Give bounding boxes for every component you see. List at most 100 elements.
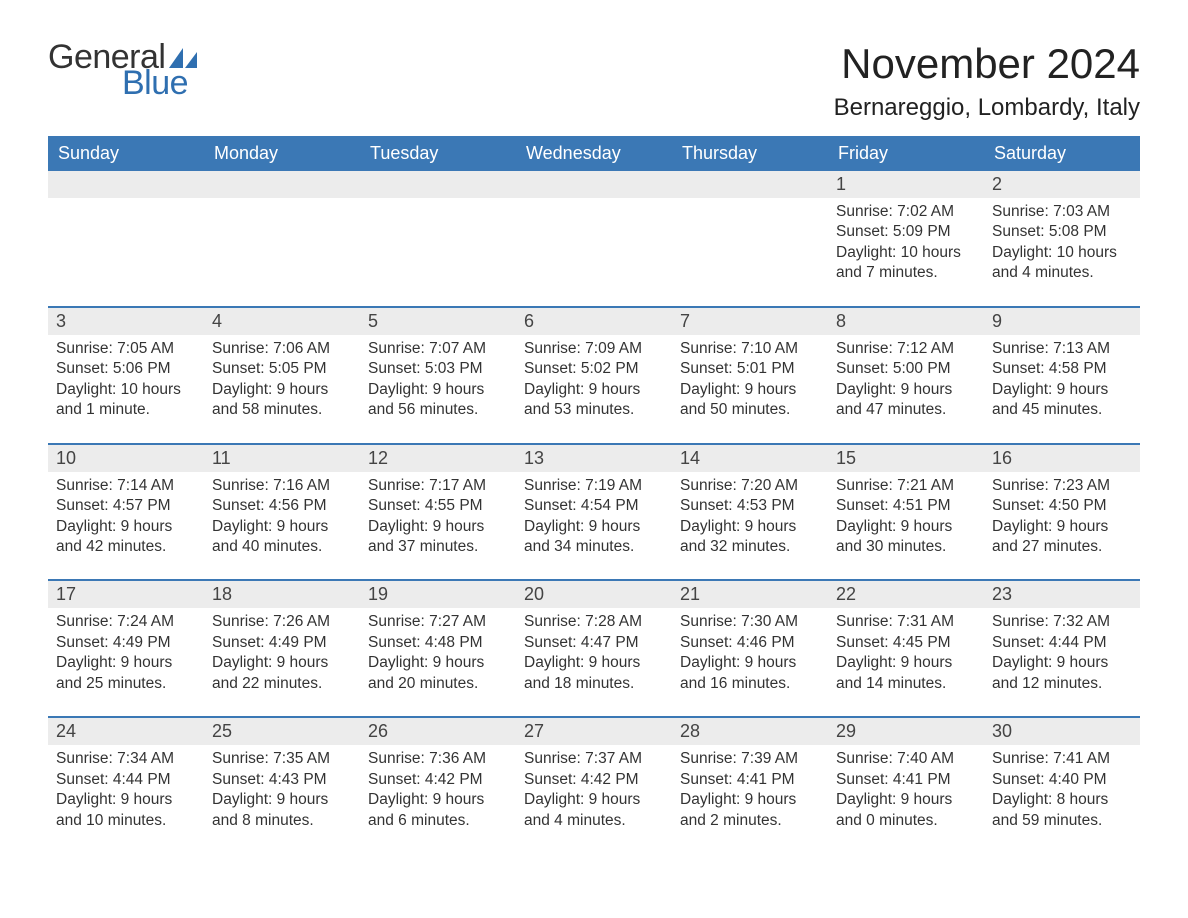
- daylight-text: Daylight: 9 hours and 16 minutes.: [680, 653, 820, 694]
- calendar-cell: 13Sunrise: 7:19 AMSunset: 4:54 PMDayligh…: [516, 445, 672, 564]
- sunrise-text: Sunrise: 7:40 AM: [836, 749, 976, 769]
- calendar-cell-blank: [672, 171, 828, 290]
- sunset-text: Sunset: 4:42 PM: [524, 770, 664, 790]
- calendar-cell: 17Sunrise: 7:24 AMSunset: 4:49 PMDayligh…: [48, 581, 204, 700]
- day-details: Sunrise: 7:31 AMSunset: 4:45 PMDaylight:…: [828, 608, 984, 700]
- calendar-cell: 7Sunrise: 7:10 AMSunset: 5:01 PMDaylight…: [672, 308, 828, 427]
- day-number: 15: [828, 445, 984, 472]
- weekday-header: Saturday: [984, 136, 1140, 171]
- day-details: Sunrise: 7:20 AMSunset: 4:53 PMDaylight:…: [672, 472, 828, 564]
- day-details: Sunrise: 7:28 AMSunset: 4:47 PMDaylight:…: [516, 608, 672, 700]
- calendar-cell-blank: [516, 171, 672, 290]
- sunrise-text: Sunrise: 7:12 AM: [836, 339, 976, 359]
- sunrise-text: Sunrise: 7:36 AM: [368, 749, 508, 769]
- daylight-text: Daylight: 10 hours and 7 minutes.: [836, 243, 976, 284]
- sunset-text: Sunset: 4:50 PM: [992, 496, 1132, 516]
- day-number: 28: [672, 718, 828, 745]
- day-details: Sunrise: 7:07 AMSunset: 5:03 PMDaylight:…: [360, 335, 516, 427]
- sunrise-text: Sunrise: 7:34 AM: [56, 749, 196, 769]
- day-number: 22: [828, 581, 984, 608]
- day-details: Sunrise: 7:41 AMSunset: 4:40 PMDaylight:…: [984, 745, 1140, 837]
- weekday-header: Sunday: [48, 136, 204, 171]
- sunrise-text: Sunrise: 7:24 AM: [56, 612, 196, 632]
- day-details: Sunrise: 7:06 AMSunset: 5:05 PMDaylight:…: [204, 335, 360, 427]
- calendar-cell: 9Sunrise: 7:13 AMSunset: 4:58 PMDaylight…: [984, 308, 1140, 427]
- day-number: [516, 171, 672, 198]
- calendar-week: 10Sunrise: 7:14 AMSunset: 4:57 PMDayligh…: [48, 443, 1140, 564]
- sunset-text: Sunset: 4:49 PM: [56, 633, 196, 653]
- calendar-cell: 25Sunrise: 7:35 AMSunset: 4:43 PMDayligh…: [204, 718, 360, 837]
- sunset-text: Sunset: 4:43 PM: [212, 770, 352, 790]
- calendar: SundayMondayTuesdayWednesdayThursdayFrid…: [48, 136, 1140, 837]
- daylight-text: Daylight: 9 hours and 4 minutes.: [524, 790, 664, 831]
- sunset-text: Sunset: 4:53 PM: [680, 496, 820, 516]
- sunrise-text: Sunrise: 7:39 AM: [680, 749, 820, 769]
- daylight-text: Daylight: 9 hours and 20 minutes.: [368, 653, 508, 694]
- sunset-text: Sunset: 4:56 PM: [212, 496, 352, 516]
- sunset-text: Sunset: 4:40 PM: [992, 770, 1132, 790]
- daylight-text: Daylight: 9 hours and 2 minutes.: [680, 790, 820, 831]
- day-number: [204, 171, 360, 198]
- daylight-text: Daylight: 9 hours and 56 minutes.: [368, 380, 508, 421]
- sunrise-text: Sunrise: 7:14 AM: [56, 476, 196, 496]
- sunset-text: Sunset: 4:46 PM: [680, 633, 820, 653]
- sunrise-text: Sunrise: 7:32 AM: [992, 612, 1132, 632]
- calendar-cell-blank: [360, 171, 516, 290]
- calendar-cell: 6Sunrise: 7:09 AMSunset: 5:02 PMDaylight…: [516, 308, 672, 427]
- calendar-cell: 18Sunrise: 7:26 AMSunset: 4:49 PMDayligh…: [204, 581, 360, 700]
- calendar-cell: 4Sunrise: 7:06 AMSunset: 5:05 PMDaylight…: [204, 308, 360, 427]
- daylight-text: Daylight: 9 hours and 14 minutes.: [836, 653, 976, 694]
- daylight-text: Daylight: 8 hours and 59 minutes.: [992, 790, 1132, 831]
- day-number: 24: [48, 718, 204, 745]
- daylight-text: Daylight: 9 hours and 32 minutes.: [680, 517, 820, 558]
- day-details: Sunrise: 7:37 AMSunset: 4:42 PMDaylight:…: [516, 745, 672, 837]
- calendar-cell: 28Sunrise: 7:39 AMSunset: 4:41 PMDayligh…: [672, 718, 828, 837]
- daylight-text: Daylight: 9 hours and 10 minutes.: [56, 790, 196, 831]
- sunset-text: Sunset: 5:03 PM: [368, 359, 508, 379]
- daylight-text: Daylight: 9 hours and 42 minutes.: [56, 517, 196, 558]
- sunset-text: Sunset: 4:54 PM: [524, 496, 664, 516]
- daylight-text: Daylight: 9 hours and 6 minutes.: [368, 790, 508, 831]
- calendar-cell: 10Sunrise: 7:14 AMSunset: 4:57 PMDayligh…: [48, 445, 204, 564]
- calendar-cell: 20Sunrise: 7:28 AMSunset: 4:47 PMDayligh…: [516, 581, 672, 700]
- day-number: 1: [828, 171, 984, 198]
- day-number: 3: [48, 308, 204, 335]
- day-number: 29: [828, 718, 984, 745]
- daylight-text: Daylight: 9 hours and 37 minutes.: [368, 517, 508, 558]
- calendar-cell: 3 Sunrise: 7:05 AMSunset: 5:06 PMDaylight…: [48, 308, 204, 427]
- day-details: Sunrise: 7:34 AMSunset: 4:44 PMDaylight:…: [48, 745, 204, 837]
- daylight-text: Daylight: 10 hours and 1 minute.: [56, 380, 196, 421]
- day-number: 27: [516, 718, 672, 745]
- day-number: 21: [672, 581, 828, 608]
- brand-word-blue: Blue: [122, 66, 188, 100]
- day-number: 7: [672, 308, 828, 335]
- calendar-week: 24Sunrise: 7:34 AMSunset: 4:44 PMDayligh…: [48, 716, 1140, 837]
- sunset-text: Sunset: 5:08 PM: [992, 222, 1132, 242]
- calendar-week: 3Sunrise: 7:05 AMSunset: 5:06 PMDaylight…: [48, 306, 1140, 427]
- daylight-text: Daylight: 9 hours and 25 minutes.: [56, 653, 196, 694]
- daylight-text: Daylight: 9 hours and 58 minutes.: [212, 380, 352, 421]
- weekday-header: Monday: [204, 136, 360, 171]
- calendar-cell: 2Sunrise: 7:03 AMSunset: 5:08 PMDaylight…: [984, 171, 1140, 290]
- daylight-text: Daylight: 9 hours and 22 minutes.: [212, 653, 352, 694]
- sunrise-text: Sunrise: 7:20 AM: [680, 476, 820, 496]
- sunset-text: Sunset: 5:06 PM: [56, 359, 196, 379]
- sunrise-text: Sunrise: 7:17 AM: [368, 476, 508, 496]
- daylight-text: Daylight: 9 hours and 45 minutes.: [992, 380, 1132, 421]
- sunset-text: Sunset: 4:45 PM: [836, 633, 976, 653]
- daylight-text: Daylight: 9 hours and 47 minutes.: [836, 380, 976, 421]
- day-details: Sunrise: 7:02 AMSunset: 5:09 PMDaylight:…: [828, 198, 984, 290]
- day-number: 5: [360, 308, 516, 335]
- daylight-text: Daylight: 10 hours and 4 minutes.: [992, 243, 1132, 284]
- sunrise-text: Sunrise: 7:05 AM: [56, 339, 196, 359]
- day-number: 20: [516, 581, 672, 608]
- day-details: Sunrise: 7:27 AMSunset: 4:48 PMDaylight:…: [360, 608, 516, 700]
- sunrise-text: Sunrise: 7:03 AM: [992, 202, 1132, 222]
- day-details: Sunrise: 7:39 AMSunset: 4:41 PMDaylight:…: [672, 745, 828, 837]
- calendar-cell: 12Sunrise: 7:17 AMSunset: 4:55 PMDayligh…: [360, 445, 516, 564]
- calendar-cell: 15Sunrise: 7:21 AMSunset: 4:51 PMDayligh…: [828, 445, 984, 564]
- calendar-week: 1Sunrise: 7:02 AMSunset: 5:09 PMDaylight…: [48, 171, 1140, 290]
- day-number: 16: [984, 445, 1140, 472]
- day-details: Sunrise: 7:19 AMSunset: 4:54 PMDaylight:…: [516, 472, 672, 564]
- sunrise-text: Sunrise: 7:26 AM: [212, 612, 352, 632]
